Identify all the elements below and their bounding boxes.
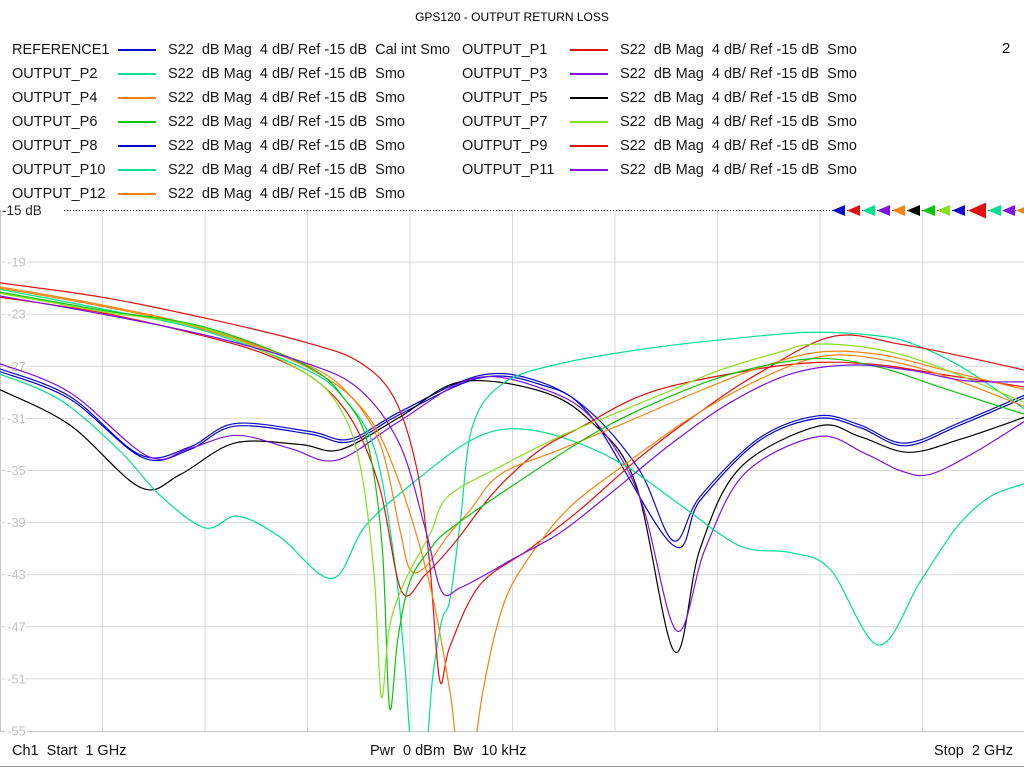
legend-row-output_p7[interactable]: OUTPUT_P7 S22 dB Mag 4 dB/ Ref -15 dB Smo xyxy=(462,110,857,134)
trace-output_p6 xyxy=(0,291,1024,711)
legend-row-output_p1[interactable]: OUTPUT_P1 S22 dB Mag 4 dB/ Ref -15 dB Smo xyxy=(462,38,857,62)
trace-name-label: OUTPUT_P8 xyxy=(12,138,98,154)
y-axis-tick-label: -51 xyxy=(7,671,26,686)
trace-name-label: OUTPUT_P1 xyxy=(462,42,548,58)
trace-format-label: S22 dB Mag 4 dB/ Ref -15 dB Cal int Smo xyxy=(168,42,451,58)
trace-color-swatch xyxy=(570,169,608,171)
y-axis-tick-label: -23 xyxy=(7,307,26,322)
ref-marker-arrow-icon xyxy=(937,205,950,216)
legend-row-output_p3[interactable]: OUTPUT_P3 S22 dB Mag 4 dB/ Ref -15 dB Smo xyxy=(462,62,857,86)
trace-name-label: OUTPUT_P4 xyxy=(12,90,98,106)
trace-output_p1 xyxy=(0,282,1024,685)
ref-marker-arrow-icon xyxy=(1002,205,1015,216)
ref-marker-arrow-icon xyxy=(907,205,920,216)
trace-format-label: S22 dB Mag 4 dB/ Ref -15 dB Smo xyxy=(168,186,405,202)
legend-row-reference1[interactable]: REFERENCE1 S22 dB Mag 4 dB/ Ref -15 dB Ca… xyxy=(12,38,450,62)
trace-name-label: OUTPUT_P11 xyxy=(462,162,555,178)
trace-color-swatch xyxy=(118,49,156,51)
trace-output_p10 xyxy=(0,373,1024,646)
status-channel-start[interactable]: Ch1 Start 1 GHz xyxy=(12,743,127,759)
trace-output_p7 xyxy=(0,292,1024,699)
ref-marker-arrow-icon xyxy=(988,205,1001,216)
ref-marker-arrow-icon xyxy=(877,205,890,216)
trace-format-label: S22 dB Mag 4 dB/ Ref -15 dB Smo xyxy=(168,162,405,178)
trace-color-swatch xyxy=(570,121,608,123)
y-axis-tick-label: -19 xyxy=(7,255,26,270)
ref-marker-arrow-icon xyxy=(862,205,875,216)
ref-marker-arrow-icon xyxy=(922,205,935,216)
status-power-bandwidth[interactable]: Pwr 0 dBm Bw 10 kHz xyxy=(370,743,527,759)
trace-format-label: S22 dB Mag 4 dB/ Ref -15 dB Smo xyxy=(168,114,405,130)
trace-color-swatch xyxy=(570,145,608,147)
trace-color-swatch xyxy=(118,73,156,75)
trace-color-swatch xyxy=(570,97,608,99)
trace-format-label: S22 dB Mag 4 dB/ Ref -15 dB Smo xyxy=(620,138,857,154)
trace-output_p12 xyxy=(0,287,1024,732)
trace-format-label: S22 dB Mag 4 dB/ Ref -15 dB Smo xyxy=(620,42,857,58)
ref-marker-arrow-icon xyxy=(832,205,845,216)
trace-name-label: OUTPUT_P10 xyxy=(12,162,106,178)
legend-row-output_p8[interactable]: OUTPUT_P8 S22 dB Mag 4 dB/ Ref -15 dB Smo xyxy=(12,134,450,158)
trace-format-label: S22 dB Mag 4 dB/ Ref -15 dB Smo xyxy=(168,138,405,154)
legend-row-output_p5[interactable]: OUTPUT_P5 S22 dB Mag 4 dB/ Ref -15 dB Smo xyxy=(462,86,857,110)
legend-row-output_p10[interactable]: OUTPUT_P10 S22 dB Mag 4 dB/ Ref -15 dB Sm… xyxy=(12,158,450,182)
legend-row-output_p9[interactable]: OUTPUT_P9 S22 dB Mag 4 dB/ Ref -15 dB Smo xyxy=(462,134,857,158)
trace-name-label: OUTPUT_P6 xyxy=(12,114,98,130)
trace-name-label: REFERENCE1 xyxy=(12,42,110,58)
trace-name-label: OUTPUT_P3 xyxy=(462,66,548,82)
trace-name-label: OUTPUT_P2 xyxy=(12,66,98,82)
ref-marker-arrow-icon xyxy=(1016,207,1024,214)
trace-output_p9 xyxy=(0,296,1024,597)
trace-name-label: OUTPUT_P9 xyxy=(462,138,548,154)
legend-row-output_p11[interactable]: OUTPUT_P11 S22 dB Mag 4 dB/ Ref -15 dB Sm… xyxy=(462,158,857,182)
trace-color-swatch xyxy=(118,145,156,147)
ref-marker-arrow-icon xyxy=(892,205,905,216)
trace-format-label: S22 dB Mag 4 dB/ Ref -15 dB Smo xyxy=(168,90,405,106)
trace-name-label: OUTPUT_P5 xyxy=(462,90,548,106)
trace-color-swatch xyxy=(570,49,608,51)
y-axis-tick-label: -47 xyxy=(7,619,26,634)
y-axis-tick-label: -39 xyxy=(7,515,26,530)
trace-format-label: S22 dB Mag 4 dB/ Ref -15 dB Smo xyxy=(620,114,857,130)
ref-marker-arrow-icon xyxy=(968,202,986,219)
trace-format-label: S22 dB Mag 4 dB/ Ref -15 dB Smo xyxy=(168,66,405,82)
legend-row-output_p2[interactable]: OUTPUT_P2 S22 dB Mag 4 dB/ Ref -15 dB Smo xyxy=(12,62,450,86)
trace-color-swatch xyxy=(118,193,156,195)
trace-output_p8 xyxy=(0,370,1024,548)
trace-color-swatch xyxy=(570,73,608,75)
trace-color-swatch xyxy=(118,121,156,123)
y-axis-tick-label: -55 xyxy=(7,724,26,739)
trace-name-label: OUTPUT_P7 xyxy=(462,114,548,130)
trace-format-label: S22 dB Mag 4 dB/ Ref -15 dB Smo xyxy=(620,90,857,106)
trace-name-label: OUTPUT_P12 xyxy=(12,186,106,202)
status-bar: Ch1 Start 1 GHz Pwr 0 dBm Bw 10 kHz Stop… xyxy=(0,743,1024,765)
y-axis-tick-label: -31 xyxy=(7,411,26,426)
bottom-divider xyxy=(0,766,1024,767)
trace-format-label: S22 dB Mag 4 dB/ Ref -15 dB Smo xyxy=(620,66,857,82)
page-title: GPS120 - OUTPUT RETURN LOSS xyxy=(415,10,609,24)
trace-color-swatch xyxy=(118,169,156,171)
trace-output_p3 xyxy=(0,295,1024,597)
legend-row-output_p12[interactable]: OUTPUT_P12 S22 dB Mag 4 dB/ Ref -15 dB Sm… xyxy=(12,182,450,206)
status-stop-frequency[interactable]: Stop 2 GHz xyxy=(934,743,1013,759)
legend-column-right: OUTPUT_P1 S22 dB Mag 4 dB/ Ref -15 dB Smo… xyxy=(462,38,857,182)
trace-output_p5 xyxy=(0,379,1024,653)
trace-format-label: S22 dB Mag 4 dB/ Ref -15 dB Smo xyxy=(620,162,857,178)
trace-color-swatch xyxy=(118,97,156,99)
screen-number-badge: 2 xyxy=(1002,40,1011,57)
ref-marker-arrow-icon xyxy=(952,205,965,216)
ref-marker-arrow-icon xyxy=(847,205,860,216)
y-axis-tick-label: -43 xyxy=(7,567,26,582)
legend-row-output_p6[interactable]: OUTPUT_P6 S22 dB Mag 4 dB/ Ref -15 dB Smo xyxy=(12,110,450,134)
y-axis-tick-label: -35 xyxy=(7,463,26,478)
legend-column-left: REFERENCE1 S22 dB Mag 4 dB/ Ref -15 dB Ca… xyxy=(12,38,450,206)
legend-row-output_p4[interactable]: OUTPUT_P4 S22 dB Mag 4 dB/ Ref -15 dB Smo xyxy=(12,86,450,110)
trace-output_p2 xyxy=(0,288,1024,732)
reference-level-label: -15 dB xyxy=(2,203,42,218)
